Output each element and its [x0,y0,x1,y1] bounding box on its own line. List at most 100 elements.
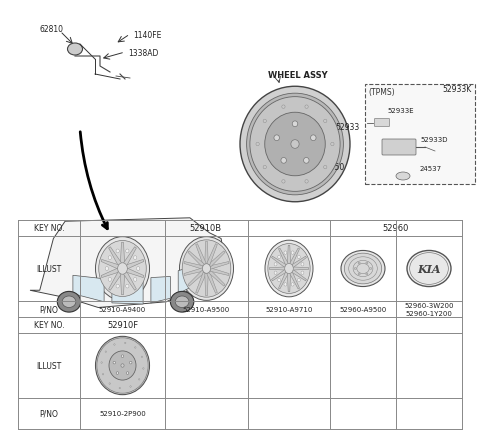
Polygon shape [108,247,122,266]
Polygon shape [278,248,288,266]
Ellipse shape [143,368,144,369]
Text: 52960: 52960 [383,224,409,233]
Ellipse shape [99,241,146,297]
Ellipse shape [278,256,281,259]
Polygon shape [205,242,208,264]
Polygon shape [196,244,206,265]
Polygon shape [289,248,300,266]
Ellipse shape [119,388,120,389]
FancyBboxPatch shape [365,85,475,184]
Ellipse shape [96,336,149,395]
Ellipse shape [281,158,287,164]
Polygon shape [272,256,287,268]
Text: ILLUST: ILLUST [36,361,61,370]
Text: 52933D: 52933D [420,137,447,143]
Text: 52933E: 52933E [387,108,414,114]
Ellipse shape [133,256,137,260]
Ellipse shape [96,237,149,301]
Ellipse shape [108,256,111,260]
Polygon shape [293,267,309,270]
Ellipse shape [282,180,285,184]
Ellipse shape [133,278,137,282]
Ellipse shape [97,338,148,393]
Ellipse shape [366,273,368,275]
Text: 52910-A9710: 52910-A9710 [265,306,312,312]
Text: 1140FE: 1140FE [133,30,161,39]
Ellipse shape [203,264,211,274]
Ellipse shape [263,166,266,169]
Ellipse shape [130,386,131,388]
Polygon shape [108,272,122,291]
Text: 52960-3W200
52960-1Y200: 52960-3W200 52960-1Y200 [404,302,454,316]
Ellipse shape [108,278,111,282]
Ellipse shape [105,267,108,271]
Ellipse shape [118,263,127,275]
Ellipse shape [263,120,266,123]
Ellipse shape [116,372,119,375]
Ellipse shape [278,279,281,282]
Ellipse shape [126,285,129,288]
Ellipse shape [358,263,360,264]
Text: 52910F: 52910F [107,321,138,330]
Ellipse shape [331,143,334,146]
Ellipse shape [113,362,116,364]
Polygon shape [178,266,194,294]
Text: 52933K: 52933K [443,85,472,94]
Polygon shape [209,270,225,286]
Text: ILLUST: ILLUST [36,264,61,273]
Ellipse shape [116,250,120,253]
Ellipse shape [284,283,287,286]
Text: KEY NO.: KEY NO. [34,224,64,233]
Ellipse shape [102,374,104,375]
Ellipse shape [139,379,140,380]
Ellipse shape [126,250,129,253]
Ellipse shape [366,263,368,264]
Text: KEY NO.: KEY NO. [34,321,64,330]
Ellipse shape [298,279,300,282]
Polygon shape [73,276,104,302]
Ellipse shape [282,105,285,109]
Ellipse shape [324,166,327,169]
Ellipse shape [409,253,448,285]
Polygon shape [120,243,125,264]
Text: 52910-2P900: 52910-2P900 [99,411,146,417]
Ellipse shape [344,253,382,284]
Polygon shape [288,273,290,292]
Text: WHEEL ASSY: WHEEL ASSY [268,70,328,79]
Polygon shape [184,268,203,276]
Polygon shape [205,274,208,296]
Ellipse shape [370,268,372,270]
Text: P/NO: P/NO [39,409,59,418]
Polygon shape [209,251,225,267]
Ellipse shape [256,143,259,146]
Ellipse shape [109,351,136,380]
Text: KIA: KIA [417,263,441,274]
Polygon shape [151,277,170,303]
Polygon shape [188,251,204,267]
Polygon shape [291,256,306,268]
Ellipse shape [358,273,360,275]
Polygon shape [207,244,217,265]
Ellipse shape [265,113,325,176]
Polygon shape [120,274,125,295]
Ellipse shape [141,356,143,358]
Ellipse shape [396,173,410,181]
Text: 52950: 52950 [320,162,344,171]
Polygon shape [269,267,286,270]
Ellipse shape [57,292,81,312]
FancyBboxPatch shape [382,140,416,156]
FancyBboxPatch shape [205,264,220,276]
Polygon shape [126,268,144,278]
Ellipse shape [265,240,313,297]
Polygon shape [184,262,203,270]
Ellipse shape [105,351,107,352]
Ellipse shape [68,44,83,56]
Polygon shape [207,273,217,294]
Ellipse shape [305,105,308,109]
Polygon shape [123,247,136,266]
Ellipse shape [274,263,277,266]
Ellipse shape [274,271,277,275]
Ellipse shape [114,344,115,345]
Ellipse shape [240,87,350,202]
FancyBboxPatch shape [374,119,389,127]
